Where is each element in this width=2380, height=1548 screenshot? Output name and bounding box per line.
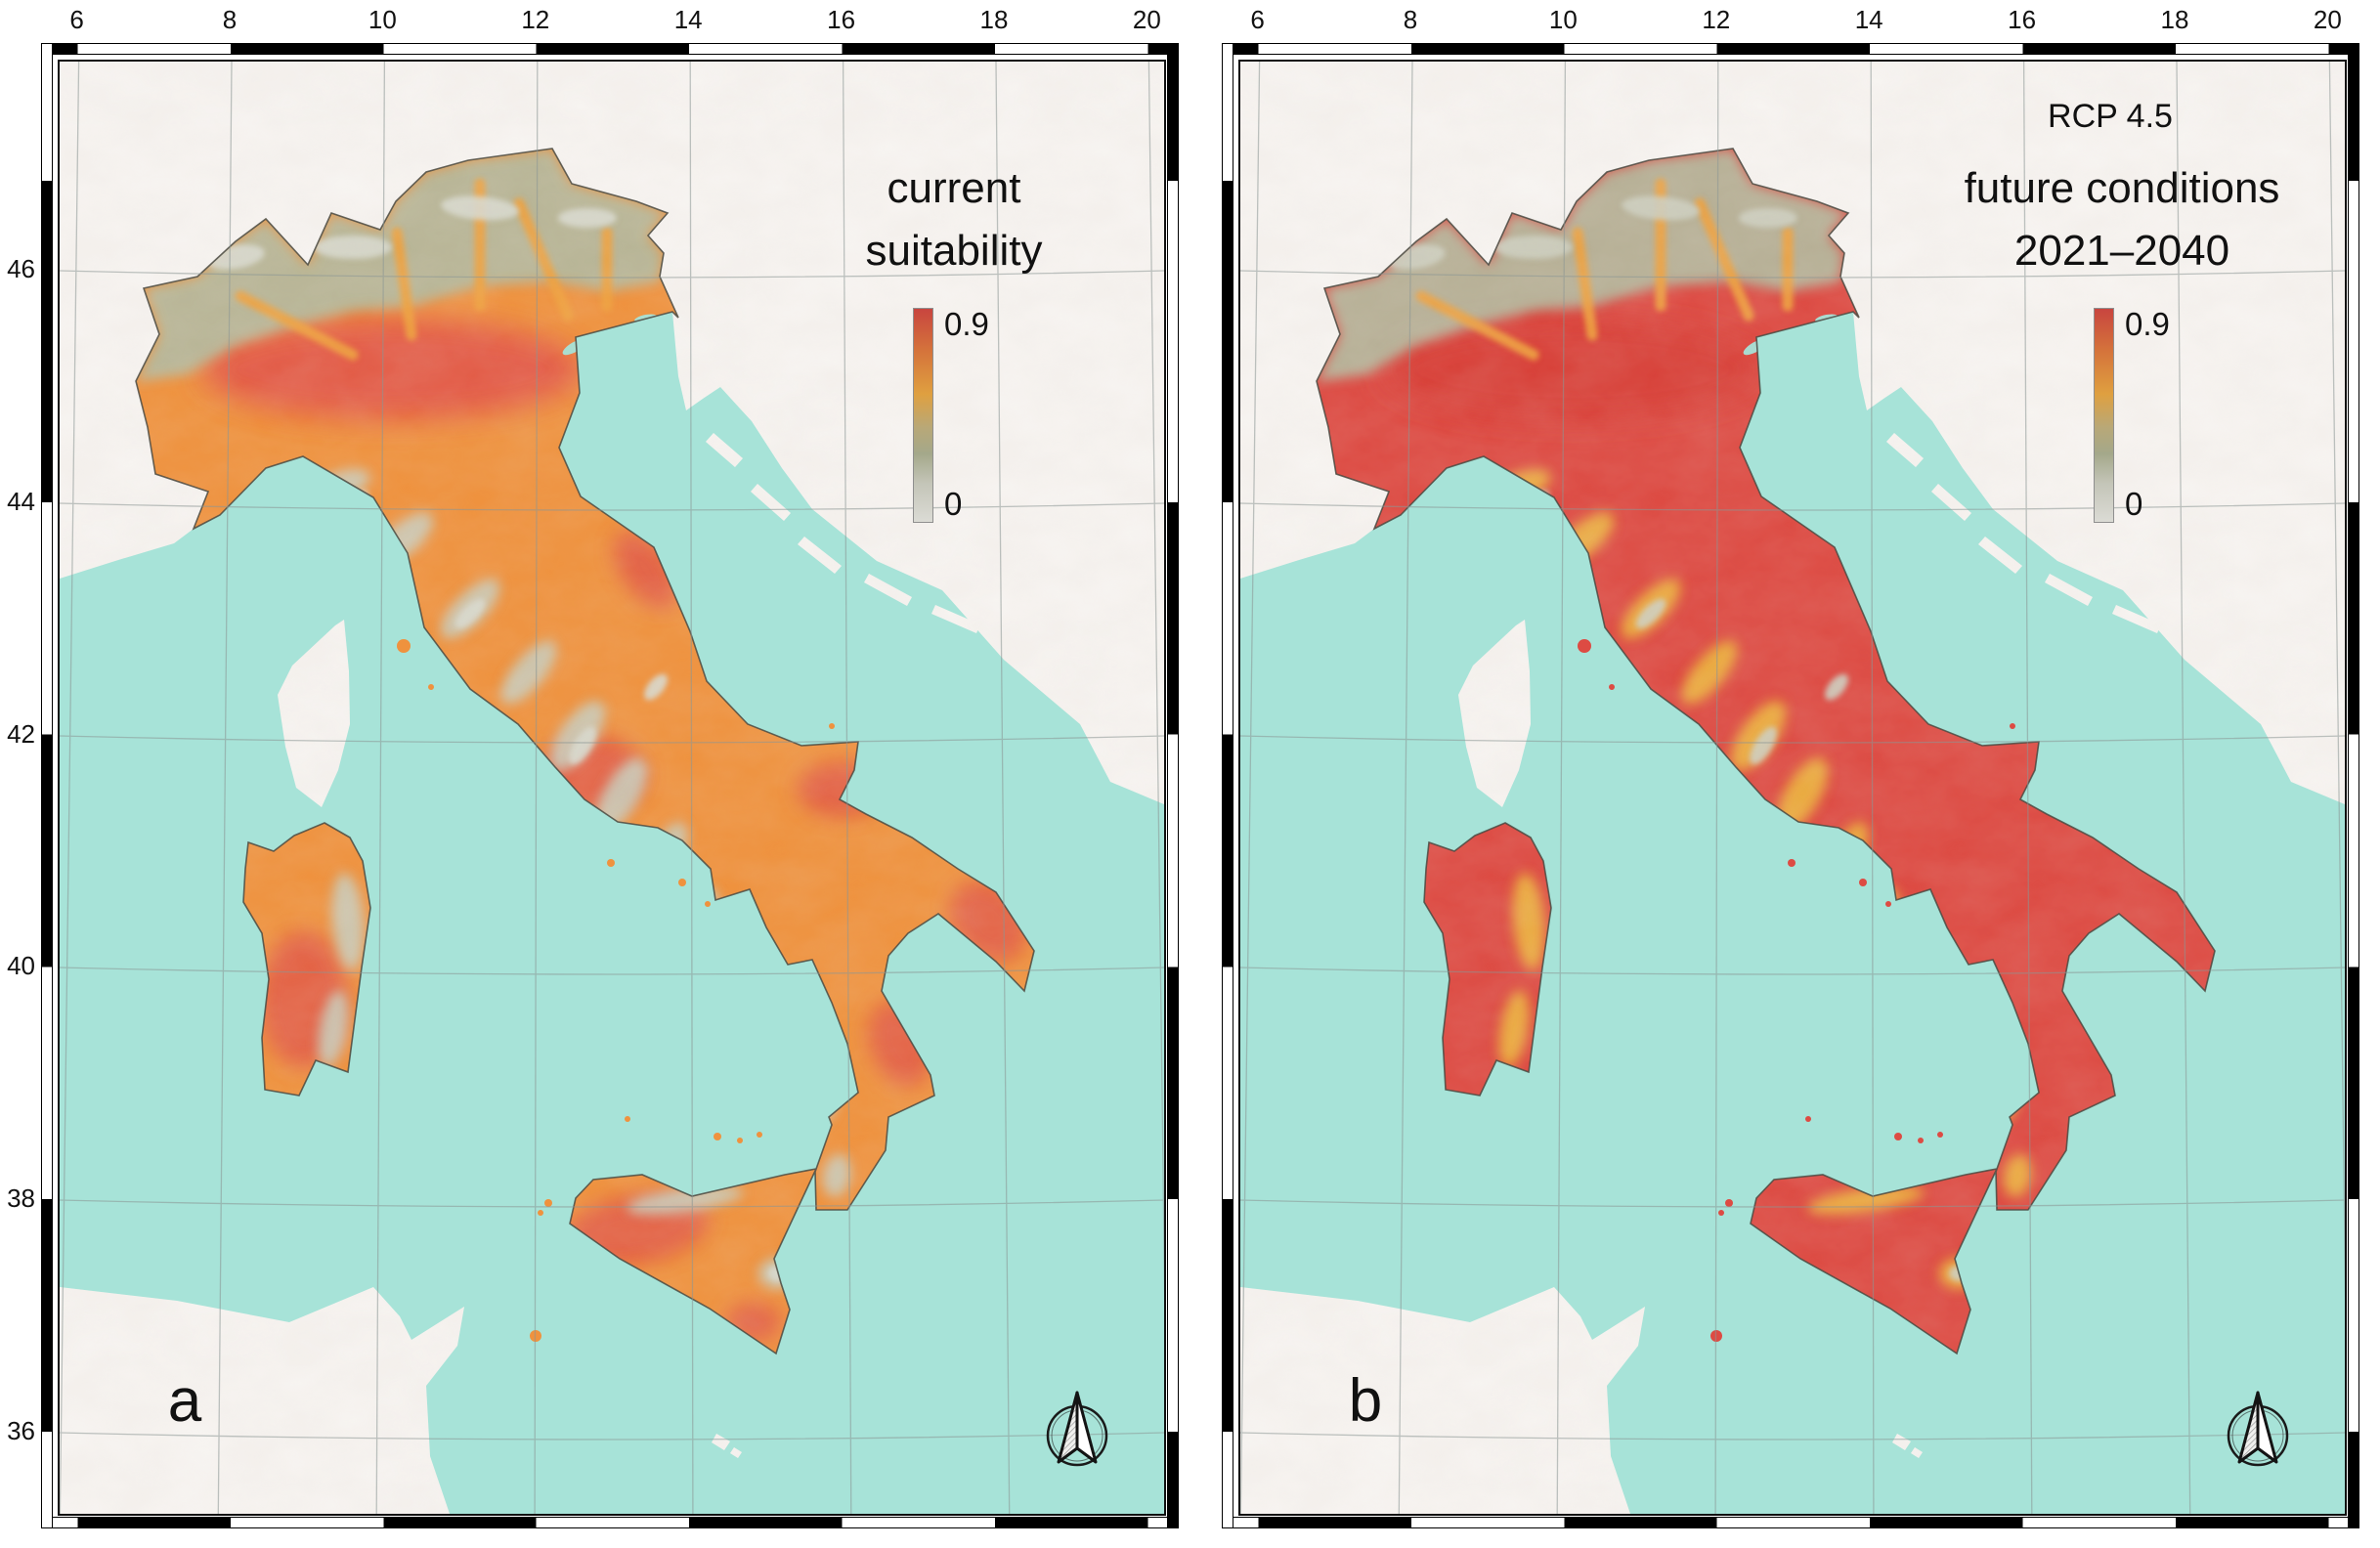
lon-tick-label: 10 [1548,5,1578,34]
lon-tick-label: 18 [979,5,1009,34]
lon-tick-label: 6 [69,5,84,34]
panel-a-title: current suitability [866,157,1043,282]
lon-tick-label: 12 [521,5,550,34]
lon-tick-label: 12 [1702,5,1731,34]
lon-tick-label: 8 [222,5,238,34]
map-area-current: current suitability 0.9 0 a [58,60,1166,1516]
panel-b-title-line2: 2021–2040 [2013,227,2230,275]
map-panel-b: RCP 4.5 future conditions 2021–2040 0.9 … [1222,43,2359,1528]
lon-tick-label: 18 [2160,5,2189,34]
panel-b-title: future conditions 2021–2040 [1965,157,2280,282]
map-frame-right [1167,43,1179,1528]
panel-b-scenario: RCP 4.5 [2048,98,2173,135]
map-frame-right [2348,43,2359,1528]
lon-tick-label: 14 [673,5,703,34]
lat-tick-label: 46 [7,254,35,283]
map-frame-top [1222,43,2359,55]
map-area-future: RCP 4.5 future conditions 2021–2040 0.9 … [1238,60,2347,1516]
map-frame-left [1222,43,1233,1528]
panel-b-title-line1: future conditions [1964,164,2280,212]
legend-max-value: 0.9 [2125,306,2170,342]
italy-map-future [1240,62,2345,1514]
map-panel-a: current suitability 0.9 0 a [41,43,1179,1528]
map-frame-bottom [1222,1517,2359,1528]
map-frame-bottom [41,1517,1179,1528]
lon-tick-label: 8 [1403,5,1418,34]
map-frame-top [41,43,1179,55]
lon-tick-label: 14 [1854,5,1883,34]
legend-min-value: 0 [944,486,963,522]
map-frame-left [41,43,53,1528]
italy-map-current [60,62,1164,1514]
lon-tick-label: 10 [368,5,397,34]
panel-a-title-line2: suitability [865,227,1043,275]
lon-tick-label: 20 [2313,5,2342,34]
legend-min-value: 0 [2125,486,2143,522]
panel-b-letter: b [1348,1367,1383,1435]
legend-colorbar [913,308,933,523]
lon-tick-label: 6 [1250,5,1265,34]
legend-max-value: 0.9 [944,306,989,342]
lat-tick-label: 36 [7,1416,35,1445]
lat-tick-label: 44 [7,487,35,516]
panel-a-letter: a [167,1367,202,1435]
lon-tick-label: 20 [1132,5,1161,34]
legend-colorbar [2094,308,2114,523]
lon-tick-label: 16 [827,5,856,34]
lon-tick-label: 16 [2008,5,2037,34]
lat-tick-label: 38 [7,1183,35,1213]
panel-a-title-line1: current [887,164,1021,212]
lat-tick-label: 42 [7,719,35,749]
lat-tick-label: 40 [7,951,35,980]
